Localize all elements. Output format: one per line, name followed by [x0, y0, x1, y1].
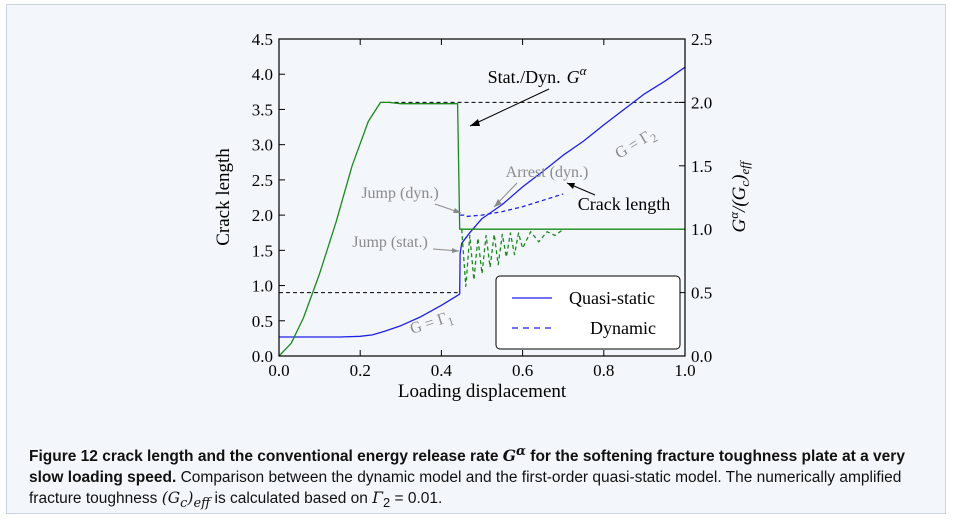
- y-tick-label: 3.0: [252, 136, 273, 155]
- y2-tick-label: 0.5: [691, 284, 712, 303]
- svg-text:Jump (stat.): Jump (stat.): [352, 234, 428, 251]
- series-0-quasi-static-line: [279, 66, 686, 338]
- y-tick-label: 2.0: [252, 206, 273, 225]
- x-tick-label: 0.0: [268, 361, 289, 380]
- x-tick-label: 0.8: [593, 361, 614, 380]
- x-tick-label: 0.4: [431, 361, 453, 380]
- y2-tick-label: 1.0: [691, 220, 712, 239]
- x-tick-label: 0.6: [512, 361, 533, 380]
- y2-tick-label: 2.0: [691, 93, 712, 112]
- y-tick-label: 2.5: [252, 171, 273, 190]
- legend-label-quasi-static: Quasi-static: [569, 288, 655, 308]
- series-3-energy-release-rate-dashed-line: [461, 228, 564, 287]
- svg-text:Arrest (dyn.): Arrest (dyn.): [506, 164, 589, 181]
- annotation-jump-stat: Jump (stat.): [352, 234, 460, 253]
- y2-tick-label: 2.5: [691, 30, 712, 49]
- figure-panel: 0.0 0.2 0.4 0.6 0.8 1.0 0.0 0.5 1.0 1.5 2.0 2.5 3.0 3…: [6, 4, 946, 514]
- y-tick-label: 4.5: [252, 30, 273, 49]
- annotation-gamma2: G = Γ2: [612, 125, 660, 165]
- x-tick-label: 1.0: [674, 361, 695, 380]
- series-1-dynamic-line: [460, 193, 564, 218]
- svg-text:Jump (dyn.): Jump (dyn.): [361, 185, 438, 202]
- y2-tick-label: 0.0: [691, 347, 712, 366]
- legend-label-dynamic: Dynamic: [590, 318, 656, 338]
- caption-body: Comparison between the dynamic model and…: [29, 469, 902, 512]
- svg-text:Crack length: Crack length: [578, 194, 670, 214]
- legend: Quasi-static Dynamic: [495, 275, 681, 350]
- ticks-layer: 0.0 0.2 0.4 0.6 0.8 1.00.00.51.01.52.02.53.03…: [252, 30, 713, 380]
- figure-caption: Figure 12 crack length and the conventio…: [29, 441, 934, 514]
- y2-tick-label: 1.5: [691, 157, 712, 176]
- y-axis-title: Crack length: [213, 148, 234, 246]
- x-axis-title: Loading displacement: [398, 381, 567, 402]
- annotation-jump-dyn: Jump (dyn.): [361, 185, 462, 214]
- x-tick-label: 0.2: [350, 361, 371, 380]
- y-tick-label: 0.0: [252, 347, 273, 366]
- series-2-energy-release-rate-solid-line: [278, 101, 685, 357]
- svg-text:Gα/(Gc)eff: Gα/(Gc)eff: [726, 159, 752, 232]
- y2-axis-title: Gα/(Gc)eff: [726, 159, 752, 232]
- y-tick-label: 0.5: [252, 312, 273, 331]
- plot-frame: [278, 38, 686, 357]
- svg-text:G = Γ2: G = Γ2: [612, 125, 660, 165]
- annotation-crack-length: Crack length: [566, 182, 670, 214]
- annotation-arrest: Arrest (dyn.): [493, 164, 589, 208]
- svg-text:G = Γ1: G = Γ1: [408, 308, 456, 341]
- y-tick-label: 1.5: [252, 241, 273, 260]
- annotation-gamma1: G = Γ1: [408, 308, 456, 341]
- legend-box: [495, 275, 681, 350]
- y-tick-label: 1.0: [252, 277, 273, 296]
- caption-title: Figure 12 crack length and the conventio…: [29, 444, 905, 487]
- y-tick-label: 3.5: [252, 100, 273, 119]
- y-tick-label: 4.0: [252, 65, 273, 84]
- svg-text:Stat./Dyn.Gα: Stat./Dyn. Gα: [488, 63, 588, 87]
- chart: 0.0 0.2 0.4 0.6 0.8 1.00.00.51.01.52.02.53.03…: [213, 30, 752, 402]
- annotation-stat-dyn: Stat./Dyn. Gα: [469, 63, 588, 127]
- series-layer: [278, 66, 686, 357]
